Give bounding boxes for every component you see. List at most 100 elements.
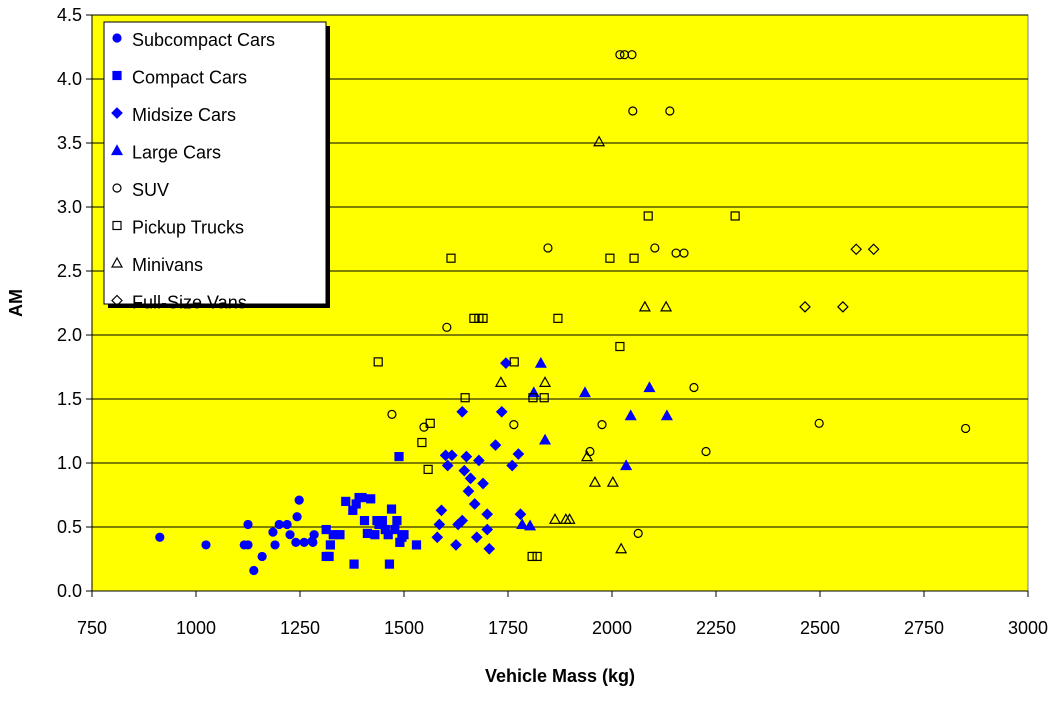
point	[462, 485, 475, 498]
point	[243, 519, 253, 530]
point	[458, 464, 471, 477]
legend-label: Pickup Trucks	[132, 218, 244, 238]
point	[321, 524, 331, 535]
point	[394, 452, 404, 462]
legend-marker	[110, 256, 124, 268]
legend-label: Minivans	[132, 255, 203, 275]
point	[433, 518, 446, 531]
point	[460, 393, 470, 403]
point	[624, 409, 637, 421]
point	[605, 253, 615, 263]
point	[469, 313, 479, 323]
point	[730, 211, 740, 221]
point	[701, 446, 711, 457]
y-axis-label: AM	[6, 289, 26, 317]
point	[512, 448, 525, 460]
point	[292, 512, 302, 522]
point	[473, 454, 485, 467]
y-tick-label: 1.0	[57, 453, 82, 473]
point	[867, 243, 880, 256]
point	[615, 341, 625, 352]
x-tick-label: 2500	[800, 618, 840, 638]
legend-label: SUV	[132, 180, 169, 200]
point	[532, 551, 542, 562]
point	[528, 393, 538, 403]
point	[509, 357, 519, 367]
point	[431, 531, 444, 544]
legend-marker	[110, 144, 124, 156]
y-tick-label: 3.5	[57, 133, 82, 153]
point	[593, 135, 606, 147]
legend-marker	[112, 183, 122, 193]
point	[615, 542, 628, 554]
point	[285, 530, 295, 540]
point	[524, 519, 537, 531]
point	[468, 498, 481, 510]
point	[324, 551, 334, 562]
point	[850, 243, 863, 256]
x-tick-label: 2000	[592, 618, 632, 638]
point	[257, 551, 267, 562]
point	[548, 513, 562, 524]
x-tick-label: 1500	[384, 618, 424, 638]
legend-label: Large Cars	[132, 143, 221, 163]
point	[643, 211, 653, 221]
point	[417, 437, 427, 448]
point	[387, 409, 397, 419]
y-tick-label: 0.0	[57, 581, 82, 601]
point	[446, 253, 456, 263]
point	[585, 446, 595, 457]
point	[460, 450, 473, 463]
point	[291, 537, 301, 547]
point	[660, 409, 673, 421]
point	[201, 540, 211, 550]
point	[527, 386, 540, 398]
point	[411, 540, 422, 550]
point	[638, 300, 651, 312]
point	[308, 537, 318, 547]
point	[494, 376, 507, 387]
point	[578, 386, 591, 398]
point	[563, 513, 576, 524]
point	[282, 519, 292, 530]
point	[450, 539, 462, 551]
legend-label: Subcompact Cars	[132, 30, 275, 50]
point	[509, 420, 519, 430]
point	[534, 356, 547, 368]
x-tick-label: 1750	[488, 618, 528, 638]
point	[477, 477, 489, 490]
point	[633, 528, 643, 539]
point	[643, 381, 656, 393]
x-tick-label: 2250	[696, 618, 736, 638]
point	[799, 300, 811, 313]
point	[516, 518, 529, 530]
point	[456, 405, 469, 418]
point	[689, 382, 699, 393]
point	[539, 393, 549, 403]
point	[377, 515, 387, 526]
point	[539, 433, 552, 445]
point	[456, 514, 469, 527]
y-tick-label: 1.5	[57, 389, 82, 409]
point	[597, 420, 607, 430]
point	[274, 519, 284, 530]
point	[435, 504, 448, 517]
legend-label: Full-Size Vans	[132, 293, 247, 313]
point	[370, 530, 380, 540]
point	[442, 322, 452, 332]
point	[357, 492, 367, 503]
y-tick-label: 3.0	[57, 197, 82, 217]
point	[478, 313, 488, 323]
point	[960, 423, 971, 434]
point	[309, 530, 319, 540]
legend-marker	[112, 70, 122, 81]
legend-marker	[111, 107, 123, 119]
point	[325, 540, 335, 550]
point	[399, 530, 409, 540]
point	[383, 530, 393, 540]
point	[483, 542, 496, 555]
legend-label: Compact Cars	[132, 68, 247, 88]
legend-marker	[112, 220, 122, 231]
point	[481, 508, 494, 521]
